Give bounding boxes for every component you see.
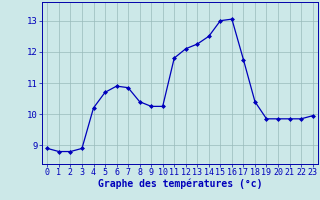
X-axis label: Graphe des températures (°c): Graphe des températures (°c) [98,179,262,189]
